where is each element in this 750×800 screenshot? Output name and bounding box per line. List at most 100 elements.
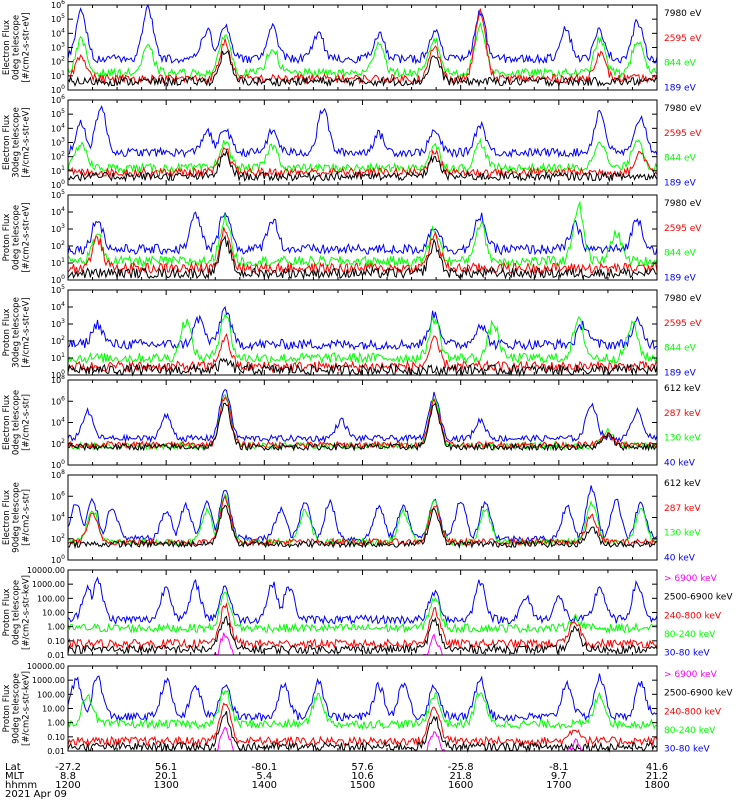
series-line-meped-electron-90deg-1 xyxy=(67,492,658,547)
y-tick-label: 103 xyxy=(51,42,65,53)
y-tick-label: 1.00 xyxy=(47,719,65,728)
panel-ted-proton-30deg: 100 101 102 103 104 105 TEDProton Flux30deg te… xyxy=(0,284,702,380)
legend-label: 2500-6900 keV xyxy=(664,689,733,699)
legend-label: 844 eV xyxy=(664,344,697,354)
series-line-ted-electron-0deg-2 xyxy=(67,8,658,85)
y-tick-label: 100 xyxy=(51,84,65,95)
y-tick-label: 10.00 xyxy=(42,609,65,618)
y-tick-label: 105 xyxy=(51,284,65,295)
panel-ted-electron-30deg: 100 101 102 103 104 105 106 TEDElectron Flux30d… xyxy=(0,94,702,190)
y-tick-label: 102 xyxy=(51,240,65,251)
y-tick-label: 10000.00 xyxy=(27,566,65,575)
y-tick-label: 100 xyxy=(51,369,65,380)
y-tick-label: 100.00 xyxy=(37,690,65,699)
y-tick-label: 101 xyxy=(51,257,65,268)
panel-ted-proton-0deg: 100 101 102 103 104 105 TEDProton Flux0deg tel… xyxy=(0,189,702,285)
lat-value: -25.8 xyxy=(448,762,474,773)
y-tick-label: 103 xyxy=(51,223,65,234)
legend-label: 189 eV xyxy=(664,369,697,379)
lat-value: 56.1 xyxy=(155,762,177,773)
lat-value: -80.1 xyxy=(251,762,277,773)
mlt-value: 21.2 xyxy=(646,771,668,782)
legend-label: 287 keV xyxy=(664,504,701,514)
y-axis-label: TEDProton Flux30deg telescope[#/cm2-s-st… xyxy=(0,297,31,368)
y-tick-label: 100 xyxy=(51,554,65,565)
mlt-value: 8.8 xyxy=(60,771,76,782)
y-tick-label: 0.10 xyxy=(47,733,65,742)
y-tick-label: 101 xyxy=(51,165,65,176)
y-axis-label: MEPEDElectron Flux0deg telescope[#/cm2-s… xyxy=(0,390,31,455)
mlt-value: 9.7 xyxy=(551,771,567,782)
time-value: 1300 xyxy=(153,780,178,791)
y-tick-label: 100 xyxy=(51,274,65,285)
series-line-ted-proton-30deg-0 xyxy=(67,305,658,351)
y-tick-label: 10000.00 xyxy=(27,662,65,671)
legend-label: 2500-6900 keV xyxy=(664,593,733,603)
legend-label: 80-240 keV xyxy=(664,630,716,640)
series-line-ted-electron-30deg-3 xyxy=(67,149,658,183)
mlt-row-label: MLT xyxy=(5,771,25,782)
y-tick-label: 105 xyxy=(51,13,65,24)
y-tick-label: 106 xyxy=(51,395,65,406)
legend-label: 7980 eV xyxy=(664,294,702,304)
legend-label: 7980 eV xyxy=(664,9,702,19)
y-tick-label: 104 xyxy=(51,27,65,38)
legend-label: 2595 eV xyxy=(664,34,702,44)
panels-group: 100 101 102 103 104 105 106 TEDElectron Flux0de… xyxy=(0,0,733,756)
legend-label: 30-80 keV xyxy=(664,649,710,659)
time-value: 1200 xyxy=(55,780,80,791)
legend-label: 7980 eV xyxy=(664,199,702,209)
series-line-meped-electron-0deg-2 xyxy=(67,395,658,450)
mlt-value: 10.6 xyxy=(351,771,373,782)
y-axis-label: TEDElectron Flux30deg telescope[#/cm2-s-… xyxy=(0,107,31,178)
time-value: 1800 xyxy=(644,780,669,791)
y-tick-label: 100 xyxy=(51,459,65,470)
panel-meped-electron-90deg: 100 102 104 106 108 MEPEDElectron Flux90deg t… xyxy=(0,469,701,565)
lat-value: 57.6 xyxy=(351,762,373,773)
y-tick-label: 0.01 xyxy=(47,747,65,756)
y-tick-label: 106 xyxy=(51,0,65,10)
y-tick-label: 102 xyxy=(51,335,65,346)
y-tick-label: 108 xyxy=(51,374,65,385)
y-tick-label: 1.00 xyxy=(47,623,65,632)
series-line-ted-proton-30deg-1 xyxy=(67,313,658,365)
lat-value: -8.1 xyxy=(549,762,569,773)
time-row-label: hhmm xyxy=(5,780,37,791)
series-line-ted-proton-0deg-0 xyxy=(67,211,658,256)
y-tick-label: 10.00 xyxy=(42,705,65,714)
series-line-meped-electron-0deg-0 xyxy=(67,388,658,444)
legend-label: 30-80 keV xyxy=(664,745,710,755)
time-value: 1400 xyxy=(252,780,277,791)
panel-meped-proton-0deg: 0.01 0.10 1.00 10.00 100.00 1000.00 10000.00ME… xyxy=(0,566,733,660)
legend-label: 189 eV xyxy=(664,274,697,284)
y-tick-label: 106 xyxy=(51,94,65,105)
time-value: 1600 xyxy=(448,780,473,791)
mlt-value: 21.8 xyxy=(450,771,472,782)
y-tick-label: 104 xyxy=(51,122,65,133)
y-tick-label: 104 xyxy=(51,417,65,428)
legend-label: 130 keV xyxy=(664,434,701,444)
series-line-meped-proton-90deg-0 xyxy=(67,673,658,722)
series-line-ted-electron-30deg-1 xyxy=(67,137,658,174)
series-line-ted-proton-0deg-2 xyxy=(67,227,658,275)
legend-label: > 6900 keV xyxy=(664,574,718,584)
lat-value: -27.2 xyxy=(55,762,81,773)
y-tick-label: 0.10 xyxy=(47,637,65,646)
series-line-ted-electron-30deg-0 xyxy=(67,104,658,159)
y-tick-label: 102 xyxy=(51,151,65,162)
legend-label: 40 keV xyxy=(664,554,696,564)
panel-meped-proton-90deg: 0.01 0.10 1.00 10.00 100.00 1000.00 10000.00ME… xyxy=(0,662,733,756)
y-tick-label: 100.00 xyxy=(37,594,65,603)
y-tick-label: 103 xyxy=(51,318,65,329)
series-line-meped-proton-0deg-0 xyxy=(67,576,658,626)
time-value: 1700 xyxy=(546,780,571,791)
y-tick-label: 104 xyxy=(51,301,65,312)
legend-label: 287 keV xyxy=(664,409,701,419)
y-tick-label: 104 xyxy=(51,206,65,217)
legend-label: 189 eV xyxy=(664,84,697,94)
legend-label: 2595 eV xyxy=(664,224,702,234)
y-tick-label: 103 xyxy=(51,137,65,148)
